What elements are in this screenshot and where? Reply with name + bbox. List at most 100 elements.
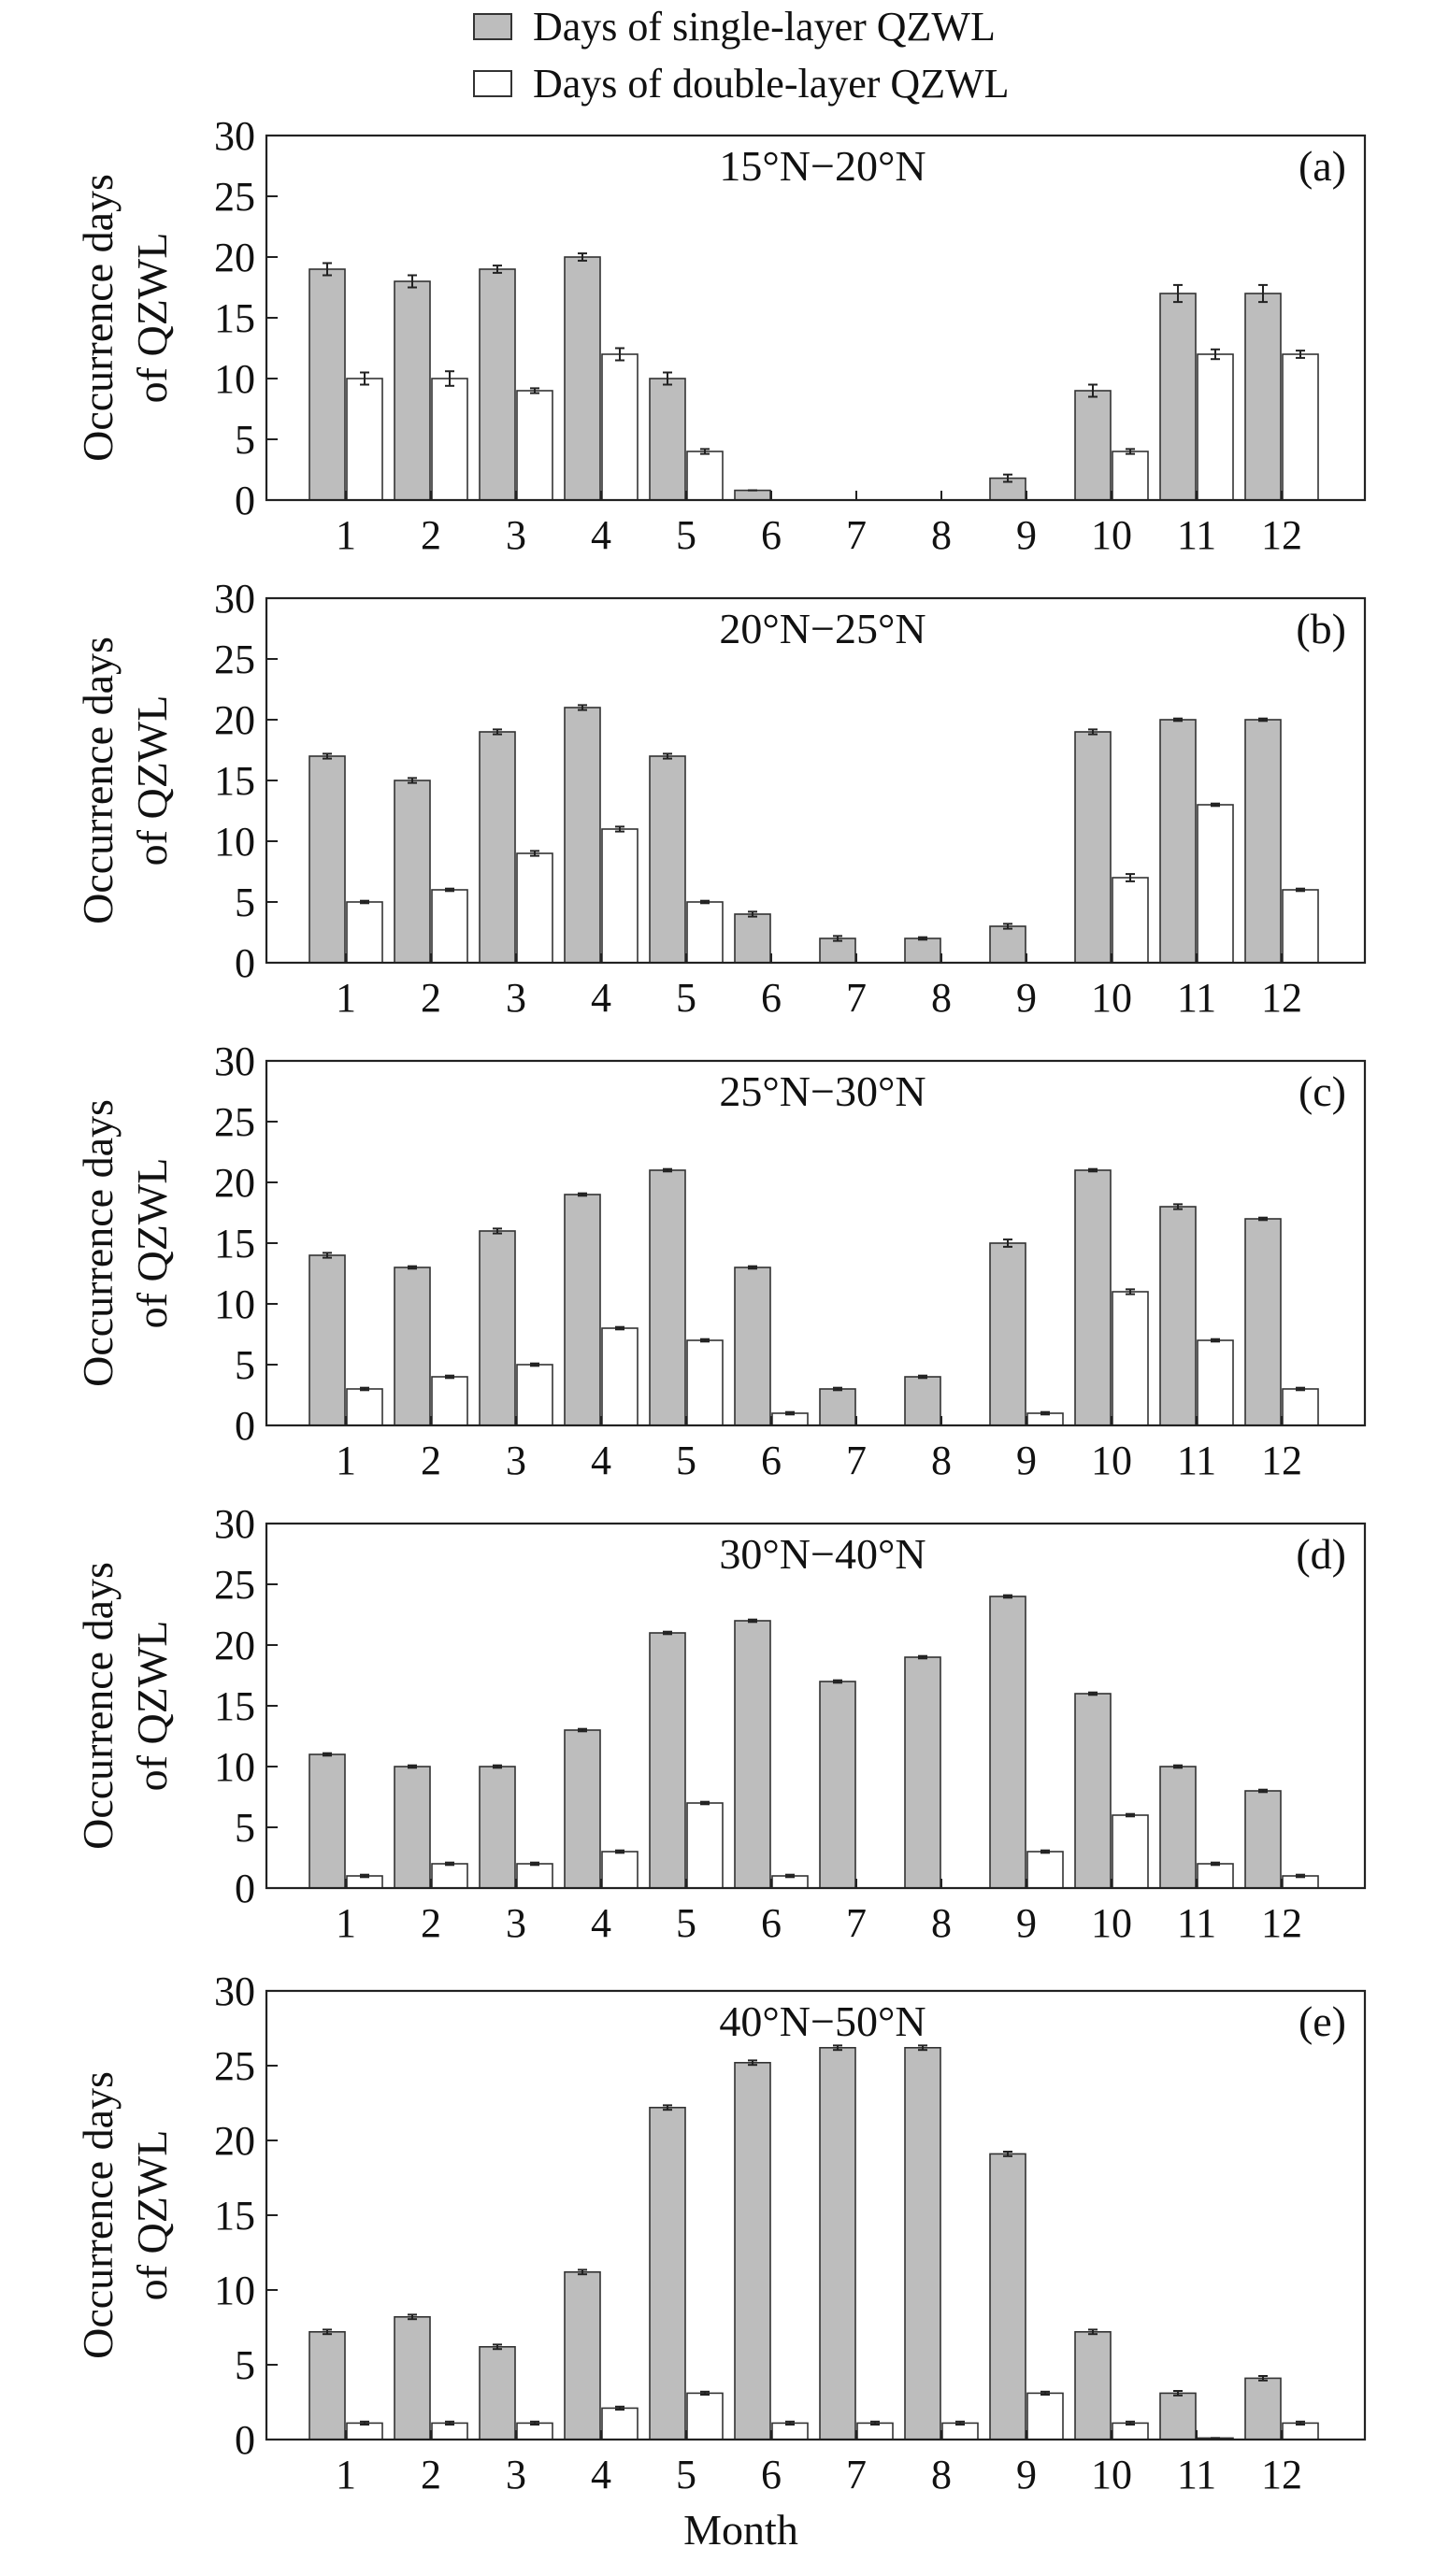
error-bar [1173, 717, 1183, 723]
error-bar [1126, 2420, 1135, 2426]
error-bar [615, 825, 624, 833]
bar-double-m5 [686, 1802, 724, 1889]
error-bar [955, 2420, 965, 2426]
y-tick-label: 15 [214, 2193, 255, 2239]
x-tick-label: 5 [676, 1438, 696, 1483]
error-bar [1211, 1338, 1220, 1343]
y-axis-label-line2: of QZWL [128, 695, 176, 866]
error-bar [1173, 1203, 1183, 1210]
error-bar [663, 1630, 672, 1636]
x-tick-label: 3 [506, 1900, 526, 1946]
legend-swatch-double [473, 70, 512, 97]
bar-double-m10 [1112, 1291, 1149, 1426]
bar-double-m10 [1112, 1814, 1149, 1889]
panel-label: (b) [1296, 605, 1346, 652]
error-bar [1003, 1238, 1012, 1248]
bar-single-m5 [649, 1632, 686, 1889]
bar-double-m5 [686, 1339, 724, 1426]
error-bar [1296, 350, 1305, 359]
bar-single-m4 [564, 2271, 601, 2440]
error-bar [493, 1227, 502, 1235]
x-tick-label: 10 [1091, 1438, 1132, 1483]
x-tick-label: 5 [676, 2452, 696, 2497]
x-tick-label: 5 [676, 975, 696, 1021]
bar-double-m9 [1026, 2392, 1064, 2440]
y-tick-label: 30 [214, 1038, 255, 1084]
x-tick-label: 12 [1261, 975, 1302, 1021]
y-tick-label: 5 [235, 880, 255, 925]
bar-double-m2 [431, 378, 468, 501]
error-bar [1126, 873, 1135, 882]
x-tick-label: 4 [591, 975, 611, 1021]
x-tick-label: 10 [1091, 1900, 1132, 1946]
x-tick-label: 7 [846, 512, 867, 558]
plot-frame [265, 1522, 1367, 1890]
bar-double-m12 [1282, 889, 1319, 964]
bar-single-m8 [904, 937, 941, 964]
bar-single-m7 [819, 937, 856, 964]
bar-double-m10 [1112, 2422, 1149, 2440]
bar-single-m8 [904, 2047, 941, 2440]
legend: Days of single-layer QZWL Days of double… [473, 4, 1009, 107]
y-tick-label: 10 [214, 2268, 255, 2313]
bar-single-m5 [649, 1169, 686, 1426]
bar-single-m3 [479, 731, 516, 964]
error-bar [1173, 1764, 1183, 1769]
bar-single-m6 [734, 2062, 771, 2440]
bar-double-m2 [431, 889, 468, 964]
x-axis-label: Month [683, 2506, 798, 2554]
error-bar [833, 1679, 842, 1684]
y-tick-label: 30 [214, 1501, 255, 1547]
y-tick-label: 15 [214, 1221, 255, 1267]
bar-double-m1 [346, 1388, 383, 1426]
bar-single-m9 [989, 925, 1026, 964]
error-bar [530, 1861, 539, 1867]
bar-double-m1 [346, 2422, 383, 2440]
error-bar [1258, 1788, 1268, 1794]
bar-single-m10 [1074, 390, 1112, 501]
x-tick-label: 7 [846, 1438, 867, 1483]
y-tick-label: 0 [235, 2417, 255, 2463]
bar-double-m9 [1026, 1851, 1064, 1889]
x-tick-label: 1 [336, 2452, 356, 2497]
x-tick-label: 2 [421, 1900, 441, 1946]
error-bar [918, 936, 927, 941]
error-bar [1088, 1167, 1098, 1173]
error-bar [445, 1861, 454, 1867]
y-tick-label: 0 [235, 1866, 255, 1911]
bar-single-m11 [1159, 2392, 1197, 2440]
y-tick-label: 5 [235, 2342, 255, 2388]
y-tick-label: 10 [214, 356, 255, 402]
bar-single-m4 [564, 1729, 601, 1889]
bar-single-m6 [734, 913, 771, 964]
x-tick-label: 12 [1261, 1438, 1302, 1483]
y-tick-label: 20 [214, 1623, 255, 1668]
bar-double-m11 [1197, 353, 1234, 501]
error-bar [833, 2044, 842, 2052]
panel-title: 25°N−30°N [719, 1067, 926, 1115]
bar-single-m10 [1074, 1169, 1112, 1426]
error-bar [748, 1618, 757, 1624]
y-tick-label: 15 [214, 758, 255, 804]
bar-double-m11 [1197, 1339, 1234, 1426]
error-bar [1211, 348, 1220, 361]
error-bar [360, 1386, 369, 1392]
bar-single-m12 [1244, 1790, 1282, 1889]
error-bar [445, 1374, 454, 1380]
bar-double-m3 [516, 1863, 553, 1889]
bar-single-m9 [989, 2153, 1026, 2440]
y-tick-label: 25 [214, 637, 255, 682]
bar-double-m1 [346, 378, 383, 501]
error-bar [1003, 473, 1012, 483]
error-bar [700, 1800, 710, 1806]
y-tick-label: 25 [214, 174, 255, 220]
x-tick-label: 7 [846, 1900, 867, 1946]
y-tick-label: 20 [214, 235, 255, 280]
error-bar [1258, 1216, 1268, 1222]
error-bar [833, 1386, 842, 1392]
error-bar [870, 2420, 880, 2426]
bar-single-m1 [309, 1753, 346, 1889]
